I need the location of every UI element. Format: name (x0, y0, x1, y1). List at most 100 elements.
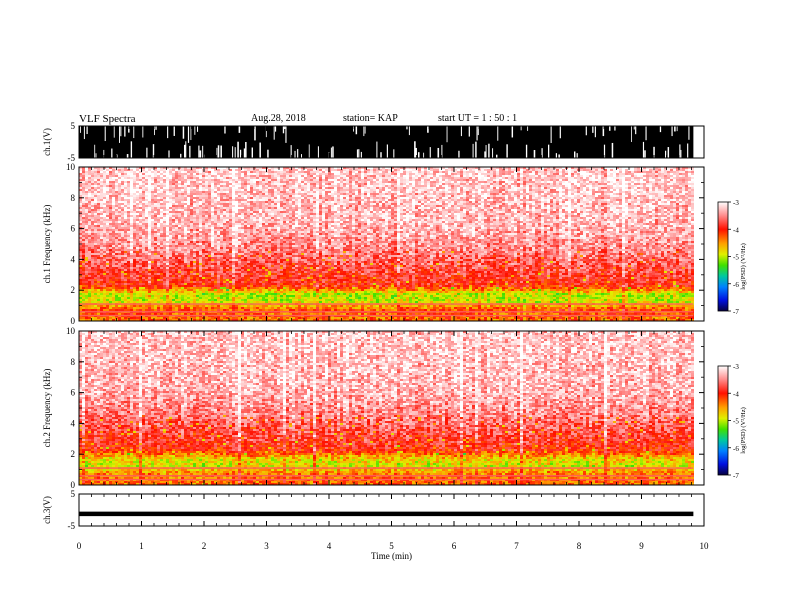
ch1-spec-cell (319, 189, 322, 191)
ch1-spec-cell (211, 181, 214, 183)
ch1-spec-cell (448, 175, 451, 177)
ch1-spec-cell (376, 199, 379, 201)
ch1-spec-cell (382, 187, 385, 189)
ch1-spec-cell (556, 169, 559, 171)
ch1-spec-cell (193, 199, 196, 201)
ch1-spec-cell (406, 189, 409, 191)
ch1-spec-cell (376, 177, 379, 179)
ch1-spec-cell (328, 181, 331, 183)
ch1-spec-cell (82, 183, 85, 185)
ch1-spec-cell (679, 185, 682, 187)
ch1-spec-cell (385, 171, 388, 173)
ch1-spec-cell (676, 175, 679, 177)
ch1-spec-cell (559, 187, 562, 189)
ch1-spec-cell (418, 173, 421, 175)
ch1-spec-cell (580, 199, 583, 201)
ch1-spec-cell (226, 193, 229, 195)
ch1-spec-cell (289, 177, 292, 179)
ch1-spec-cell (337, 199, 340, 201)
ch1-spec-cell (421, 173, 424, 175)
ch1-spec-cell (460, 173, 463, 175)
ch1-spec-cell (463, 173, 466, 175)
ch1-spec-cell (439, 183, 442, 185)
ch1-spec-cell (580, 181, 583, 183)
ch1-waveform-gap (634, 126, 635, 130)
ch1-spec-cell (349, 199, 352, 201)
ch1-spec-cell (397, 169, 400, 171)
ch1-spec-cell (598, 187, 601, 189)
ch1-spec-cell (628, 179, 631, 181)
ch1-spec-cell (130, 173, 133, 175)
ch1-spec-cell (535, 175, 538, 177)
ch1-spec-cell (688, 183, 691, 185)
ch1-spec-cell (541, 187, 544, 189)
ch1-spec-cell (97, 177, 100, 179)
ch1-spec-cell (601, 183, 604, 185)
ch1-spec-cell (115, 193, 118, 195)
ch1-spec-cell (268, 189, 271, 191)
ch1-spec-cell (433, 183, 436, 185)
ch1-spec-cell (391, 189, 394, 191)
ch1-spec-cell (160, 171, 163, 173)
ch1-spec-cell (487, 177, 490, 179)
ch1-spec-cell (592, 199, 595, 201)
ch1-spec-cell (517, 193, 520, 195)
ch1-spec-cell (562, 169, 565, 171)
ch1-spec-cell (673, 185, 676, 187)
ch1-spec-cell (403, 175, 406, 177)
ch1-spec-cell (253, 179, 256, 181)
ch1-spec-cell (256, 175, 259, 177)
ch1-spec-cell (127, 197, 130, 199)
ch1-spec-cell (379, 181, 382, 183)
ch1-spec-cell (424, 169, 427, 171)
ch1-spec-cell (628, 193, 631, 195)
ch1-spec-cell (337, 185, 340, 187)
ch1-spec-cell (379, 179, 382, 181)
ch1-spec-cell (574, 177, 577, 179)
ch1-spec-cell (319, 175, 322, 177)
ch1-spec-cell (268, 185, 271, 187)
ch1-waveform-gap (679, 144, 680, 158)
ch1-spec-cell (382, 197, 385, 199)
ch1-spec-cell (643, 191, 646, 193)
ch1-spec-cell (664, 193, 667, 195)
ch1-spec-cell (403, 197, 406, 199)
ch1-spec-cell (484, 175, 487, 177)
ch1-spec-cell (124, 171, 127, 173)
ch1-spec-cell (112, 193, 115, 195)
ch1-spec-cell (238, 187, 241, 189)
ch1-spec-cell (82, 177, 85, 179)
ch1-spec-cell (139, 201, 142, 203)
ch1-spec-cell (472, 187, 475, 189)
ch1-spec-cell (655, 175, 658, 177)
ch1-spec-cell (370, 195, 373, 197)
ch1-spec-cell (619, 197, 622, 199)
ch1-spec-cell (133, 201, 136, 203)
ch1-spec-cell (271, 197, 274, 199)
ch1-spec-cell (433, 173, 436, 175)
ch1-spec-cell (157, 175, 160, 177)
ch1-spec-cell (202, 201, 205, 203)
ch1-spec-cell (610, 179, 613, 181)
ch1-spec-cell (85, 173, 88, 175)
ch1-spec-cell (376, 185, 379, 187)
ch1-spec-cell (235, 197, 238, 199)
ch1-spec-cell (433, 171, 436, 173)
ch1-waveform-gap (644, 150, 646, 158)
ch1-spec-cell (418, 177, 421, 179)
ch1-spec-cell (253, 191, 256, 193)
ch1-spec-cell (691, 191, 694, 193)
ch1-spec-cell (169, 197, 172, 199)
ch1-spec-cell (112, 179, 115, 181)
ch1-spec-cell (307, 183, 310, 185)
ch1-spec-cell (100, 195, 103, 197)
ch1-spec-cell (373, 177, 376, 179)
ch1-spec-cell (577, 177, 580, 179)
ch1-spec-cell (334, 181, 337, 183)
ch1-spec-cell (175, 173, 178, 175)
ch1-spec-cell (112, 173, 115, 175)
ch1-spec-cell (463, 181, 466, 183)
ch1-spec-cell (382, 189, 385, 191)
ch1-spec-cell (319, 173, 322, 175)
ch1-spec-cell (493, 191, 496, 193)
